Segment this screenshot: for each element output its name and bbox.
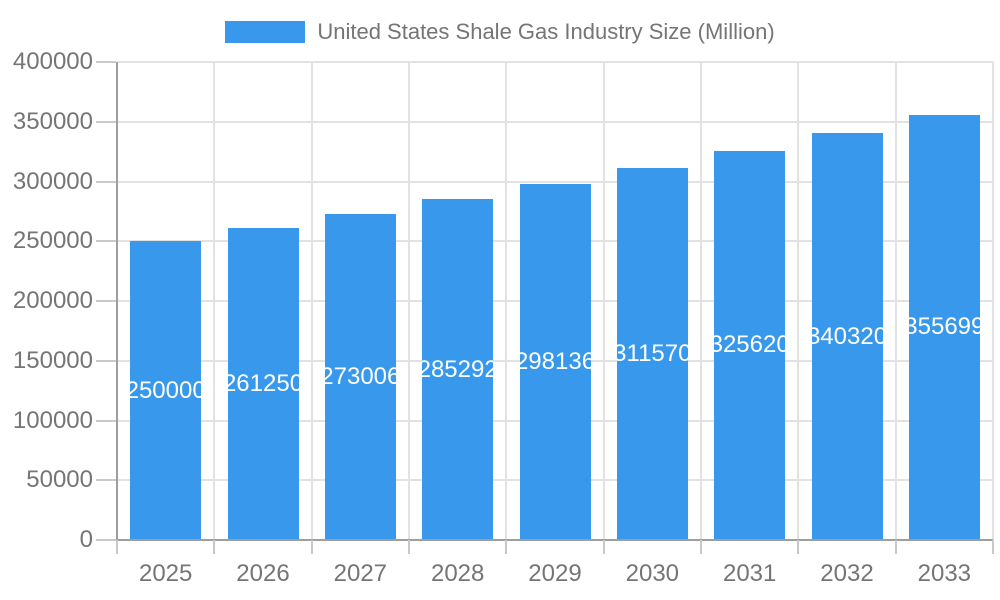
v-gridline	[992, 62, 994, 540]
x-axis-tick-label: 2032	[820, 560, 874, 587]
v-gridline	[894, 62, 897, 540]
legend-label: United States Shale Gas Industry Size (M…	[317, 19, 775, 44]
bar-2030[interactable]: 311570	[616, 167, 688, 540]
x-axis-line	[117, 539, 993, 541]
bar-2033[interactable]: 355699	[908, 114, 980, 540]
bar-2028[interactable]: 285292	[422, 199, 494, 540]
plot-area: 250000 261250 273006 285292 298136 311570 3256…	[116, 61, 994, 551]
x-axis-tick	[310, 540, 313, 554]
v-gridline	[700, 62, 702, 540]
bar-value-label: 273006	[324, 362, 396, 390]
bar-value-label: 340320	[811, 322, 883, 350]
x-axis-tick-label: 2029	[528, 560, 582, 587]
x-axis-tick	[505, 540, 508, 554]
chart-legend[interactable]: United States Shale Gas Industry Size (M…	[0, 17, 1000, 47]
bar-2025[interactable]: 250000	[130, 241, 202, 540]
x-axis-tick	[602, 540, 605, 554]
x-axis-tick-label: 2033	[917, 560, 972, 587]
y-axis-tick-label: 400000	[12, 48, 93, 75]
y-axis-tick	[96, 359, 116, 362]
bar-value-label: 298136	[519, 347, 591, 375]
y-axis-tick-label: 200000	[12, 287, 93, 314]
x-axis-tick	[992, 540, 994, 554]
h-gridline	[117, 180, 993, 183]
y-axis-tick	[96, 300, 116, 302]
x-axis-tick	[408, 540, 410, 554]
v-gridline	[602, 62, 605, 540]
v-gridline	[310, 62, 313, 540]
y-axis-tick-label: 150000	[12, 346, 93, 374]
y-axis-tick-label: 300000	[12, 167, 93, 195]
legend-swatch-icon	[225, 21, 306, 43]
y-axis-tick	[96, 240, 116, 243]
bar-2032[interactable]: 340320	[811, 133, 883, 540]
x-axis-tick-label: 2027	[333, 560, 388, 587]
bar-value-label: 325620	[714, 331, 786, 359]
bar-value-label: 285292	[422, 355, 494, 383]
bar-2027[interactable]: 273006	[324, 213, 396, 540]
bar-2029[interactable]: 298136	[519, 183, 591, 540]
y-axis-tick	[96, 61, 116, 63]
v-gridline	[408, 62, 410, 540]
y-axis-tick	[96, 479, 116, 482]
x-axis-tick-label: 2031	[722, 560, 777, 587]
bar-2026[interactable]: 261250	[227, 227, 299, 540]
bar-2031[interactable]: 325620	[714, 150, 786, 540]
bar-value-label: 355699	[908, 313, 980, 341]
x-axis-tick-label: 2026	[236, 560, 290, 587]
x-axis-tick	[213, 540, 216, 554]
y-axis-tick-label: 50000	[26, 466, 93, 494]
x-axis-tick-label: 2028	[430, 560, 485, 587]
h-gridline	[117, 120, 993, 123]
h-gridline	[117, 61, 993, 63]
x-axis-tick-label: 2030	[625, 560, 680, 587]
bar-value-label: 250000	[130, 376, 202, 404]
y-axis-tick	[96, 539, 116, 541]
y-axis-tick-label: 0	[79, 526, 93, 553]
y-axis-tick-label: 350000	[12, 107, 93, 135]
v-gridline	[797, 62, 800, 540]
y-axis-tick	[96, 419, 116, 422]
y-axis-line	[116, 62, 118, 551]
x-axis-tick	[797, 540, 800, 554]
x-axis-tick	[700, 540, 702, 554]
x-axis-tick	[116, 540, 118, 554]
v-gridline	[505, 62, 508, 540]
y-axis-tick-label: 250000	[12, 227, 93, 255]
x-axis-tick	[894, 540, 897, 554]
v-gridline	[213, 62, 216, 540]
y-axis-tick	[96, 180, 116, 183]
bar-value-label: 261250	[227, 369, 299, 397]
y-axis-tick-label: 100000	[12, 406, 93, 434]
y-axis-tick	[96, 120, 116, 123]
x-axis-tick-label: 2025	[138, 560, 193, 587]
bar-value-label: 311570	[616, 339, 688, 367]
